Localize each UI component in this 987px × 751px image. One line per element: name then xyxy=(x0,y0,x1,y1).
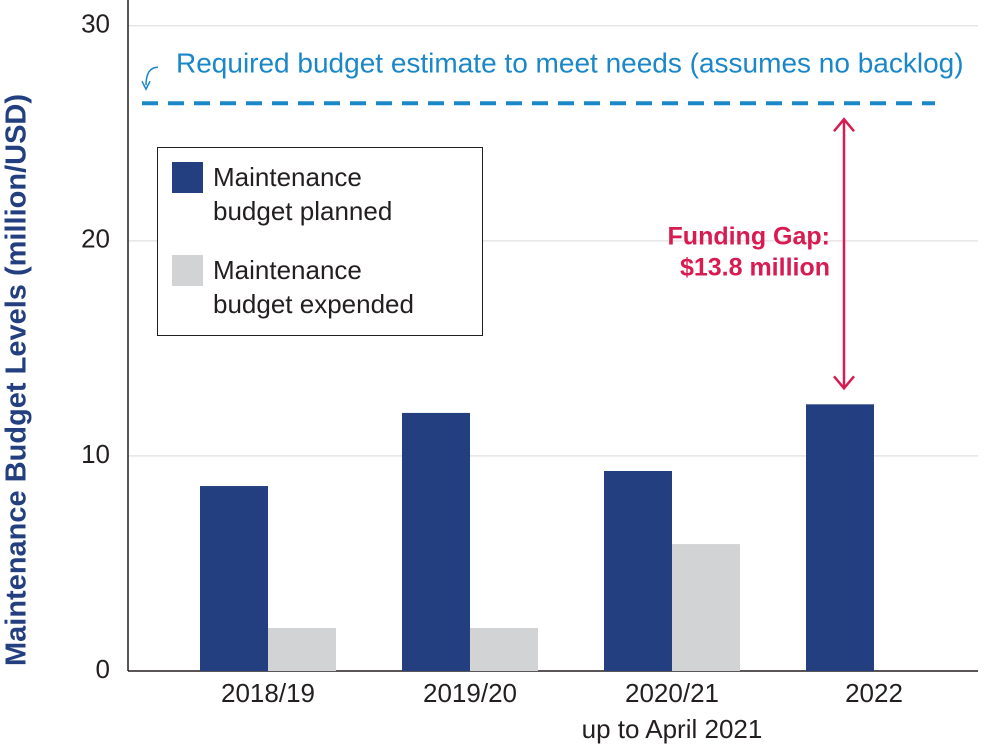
y-tick-label: 30 xyxy=(81,9,110,39)
reference-pointer xyxy=(145,66,159,86)
reference-pointer-head xyxy=(141,80,151,91)
bar xyxy=(470,627,538,671)
bar xyxy=(806,404,874,671)
bar xyxy=(604,470,672,671)
legend: Maintenance budget planned Maintenance bu… xyxy=(157,147,483,336)
y-axis-title: Maintenance Budget Levels (million/USD) xyxy=(1,94,33,666)
x-tick-label: 2022 xyxy=(845,678,903,708)
gap-arrow-head xyxy=(833,375,855,391)
gap-annotation: Funding Gap: xyxy=(668,223,830,251)
reference-label: Required budget estimate to meet needs (… xyxy=(176,48,964,79)
gap-annotation: $13.8 million xyxy=(680,254,830,282)
legend-label: Maintenance budget planned xyxy=(213,162,393,226)
x-tick-label: 2019/20 xyxy=(423,678,517,708)
bar xyxy=(672,544,740,671)
y-tick-label: 0 xyxy=(96,654,110,684)
bar xyxy=(402,412,470,671)
x-tick-label: 2018/19 xyxy=(221,678,315,708)
legend-label: Maintenance budget expended xyxy=(213,255,414,319)
bar xyxy=(200,486,268,671)
legend-item: Maintenance budget expended xyxy=(172,253,441,321)
legend-item: Maintenance budget planned xyxy=(172,160,441,228)
y-tick-label: 20 xyxy=(81,224,110,254)
legend-swatch xyxy=(172,162,203,193)
y-tick-label: 10 xyxy=(81,439,110,469)
x-tick-label: 2020/21 xyxy=(625,678,719,708)
gap-arrow-head xyxy=(833,117,855,133)
legend-swatch xyxy=(172,255,203,286)
x-tick-label: up to April 2021 xyxy=(582,714,763,744)
bar xyxy=(268,627,336,671)
